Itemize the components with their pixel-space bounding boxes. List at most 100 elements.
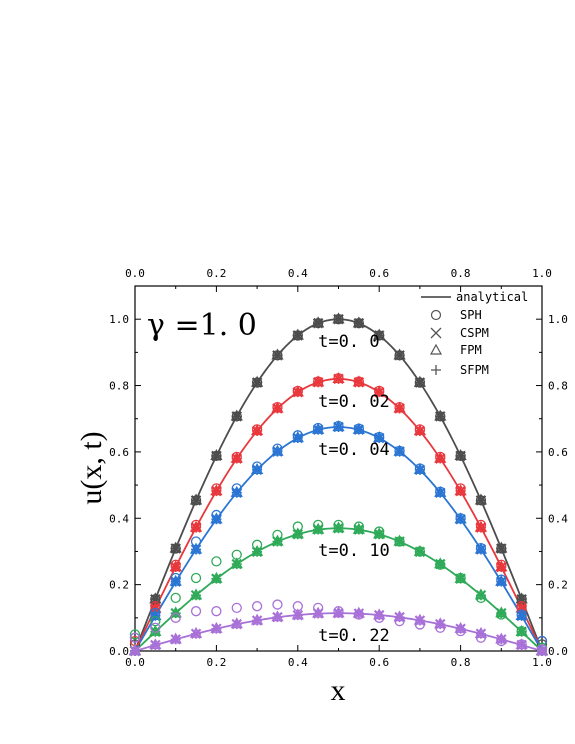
legend-label-analytical: analytical <box>456 290 528 304</box>
sfpm-marker <box>130 646 140 656</box>
sfpm-marker <box>170 562 181 573</box>
sfpm-marker <box>313 377 324 388</box>
sfpm-marker <box>516 610 527 621</box>
sfpm-marker <box>394 612 405 623</box>
sfpm-marker <box>272 536 283 547</box>
axis-ticks: 0.0 0.0 0.2 0.2 0.4 0.4 0.6 0.6 0.8 0.8 1.0 1.0 0.0 0… <box>109 267 568 669</box>
sfpm-marker <box>374 432 385 443</box>
sfpm-marker <box>374 387 385 398</box>
y-right-tick-label: 0.0 <box>548 645 568 658</box>
sfpm-marker <box>455 573 466 584</box>
y-right-tick-label: 0.2 <box>548 579 568 592</box>
sfpm-marker <box>414 546 425 557</box>
x-axis-title: x <box>331 674 346 707</box>
legend-label-sfpm: SFPM <box>460 363 489 377</box>
sfpm-marker <box>414 464 425 475</box>
sfpm-marker <box>333 314 344 325</box>
sph-marker <box>211 606 222 617</box>
sfpm-marker <box>496 608 507 619</box>
y-right-tick-label: 1.0 <box>548 313 568 326</box>
sfpm-marker <box>292 387 303 398</box>
sfpm-marker <box>292 330 303 341</box>
sfpm-marker <box>333 523 344 534</box>
sfpm-marker <box>353 424 364 435</box>
sph-marker <box>190 572 202 584</box>
sfpm-marker <box>475 590 486 601</box>
y-right-tick-label: 0.6 <box>548 446 568 459</box>
sfpm-marker <box>231 411 242 422</box>
sfpm-marker <box>292 610 303 621</box>
y-right-tick-label: 0.4 <box>548 512 568 525</box>
sfpm-marker <box>333 373 344 384</box>
sph-marker <box>150 622 161 633</box>
sfpm-marker <box>475 544 486 555</box>
legend-triangle-icon <box>429 343 443 355</box>
sfpm-marker <box>191 495 202 506</box>
sfpm-marker <box>374 330 385 341</box>
y-tick-label: 0.0 <box>109 645 129 658</box>
x-top-tick-label: 1.0 <box>532 267 552 280</box>
series-markers <box>128 312 549 657</box>
sfpm-marker <box>353 377 364 388</box>
sfpm-marker <box>353 524 364 535</box>
sfpm-marker <box>313 524 324 535</box>
y-tick-label: 0.6 <box>109 446 129 459</box>
sfpm-marker <box>252 464 263 475</box>
legend-label-fpm: FPM <box>460 343 482 357</box>
sfpm-marker <box>414 377 425 388</box>
sfpm-marker <box>496 543 507 554</box>
sfpm-marker <box>516 640 527 651</box>
sfpm-marker <box>516 626 527 637</box>
sfpm-marker <box>455 514 466 525</box>
sfpm-marker <box>435 559 446 570</box>
sfpm-marker <box>435 411 446 422</box>
sfpm-marker <box>455 486 466 497</box>
series-label: t=0. 22 <box>318 626 390 646</box>
y-tick-label: 1.0 <box>109 313 129 326</box>
sph-marker <box>231 602 242 614</box>
sfpm-marker <box>333 422 344 433</box>
sfpm-marker <box>394 446 405 457</box>
sph-marker <box>129 632 141 643</box>
x-top-tick-label: 0.0 <box>125 267 145 280</box>
sfpm-marker <box>435 487 446 498</box>
sfpm-marker <box>496 634 507 645</box>
series-label: t=0. 04 <box>318 440 390 460</box>
sfpm-marker <box>272 612 283 623</box>
sph-marker <box>129 629 141 640</box>
sfpm-marker <box>455 623 466 634</box>
sfpm-marker <box>191 544 202 555</box>
sfpm-marker <box>313 318 324 329</box>
sfpm-marker <box>496 562 507 573</box>
y-right-tick-label: 0.8 <box>548 380 568 393</box>
sfpm-marker <box>231 559 242 570</box>
sph-marker <box>211 556 222 567</box>
legend-label-cspm: CSPM <box>460 326 489 340</box>
sfpm-marker <box>394 403 405 414</box>
sfpm-marker <box>333 608 344 619</box>
sfpm-marker <box>313 608 324 619</box>
y-axis-title: u(x, t) <box>75 431 108 504</box>
sfpm-marker <box>272 403 283 414</box>
sph-marker <box>251 601 263 612</box>
sfpm-marker <box>191 522 202 533</box>
series-label: t=0. 0 <box>318 332 379 352</box>
x-tick-label: 0.8 <box>451 656 471 669</box>
sph-marker <box>170 612 181 623</box>
legend-x-icon <box>430 327 442 339</box>
sfpm-marker <box>211 514 222 525</box>
sfpm-marker <box>394 350 405 361</box>
x-top-tick-label: 0.2 <box>206 267 226 280</box>
sfpm-marker <box>150 610 161 621</box>
sfpm-marker <box>252 546 263 557</box>
sfpm-marker <box>150 640 161 651</box>
sfpm-marker <box>170 634 181 645</box>
sfpm-marker <box>170 543 181 554</box>
sfpm-marker <box>475 495 486 506</box>
x-tick-label: 0.2 <box>206 656 226 669</box>
legend-label-sph: SPH <box>460 308 482 322</box>
x-top-tick-label: 0.4 <box>288 267 308 280</box>
sfpm-marker <box>353 608 364 619</box>
sfpm-marker <box>211 486 222 497</box>
